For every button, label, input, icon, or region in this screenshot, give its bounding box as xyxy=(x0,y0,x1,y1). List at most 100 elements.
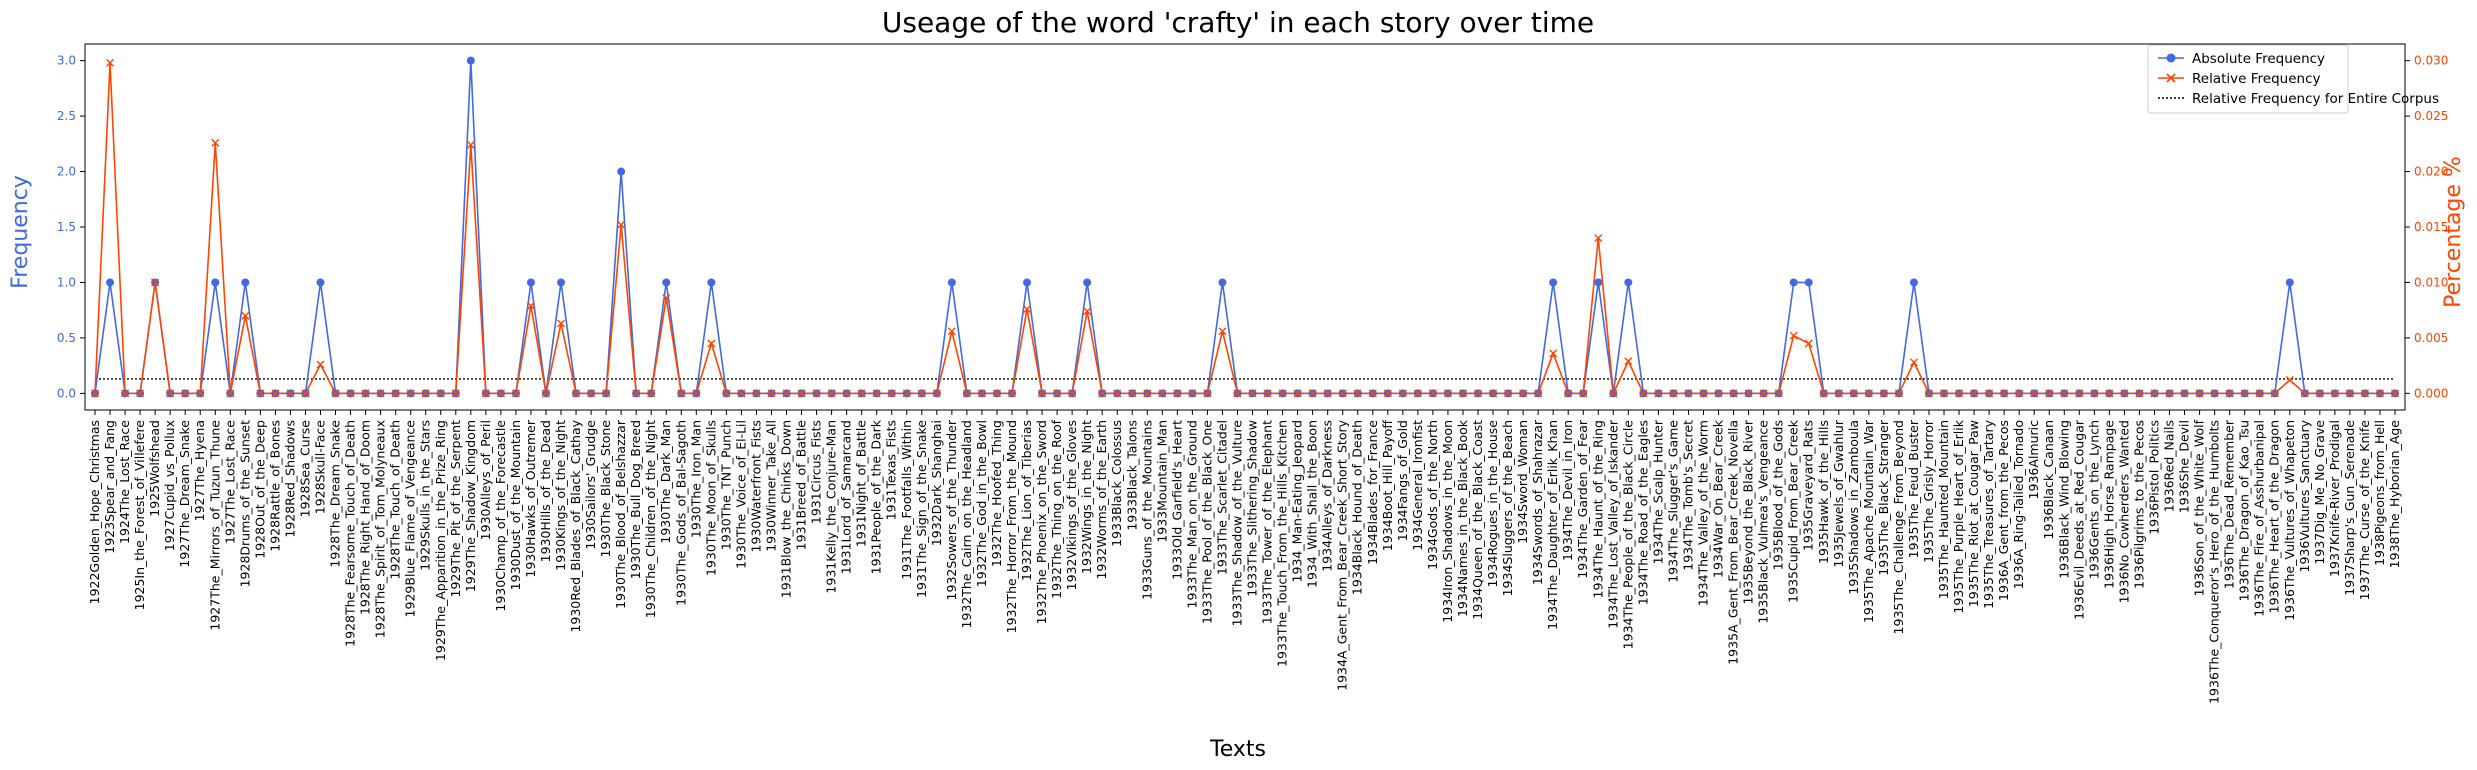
series-relative-point xyxy=(1113,389,1122,398)
plot-area: 0.0 0.5 1.0 1.5 2.0 2.5 3.0 0.000 0.005 0.010 0.01… xyxy=(57,43,2448,704)
series-relative-point xyxy=(1368,389,1377,398)
x-tick-label: 1930The_Gods_of_Bal-Sagoth xyxy=(673,420,688,606)
y-tick-left-label: 0.0 xyxy=(57,386,76,400)
series-absolute-point xyxy=(1023,278,1032,287)
x-tick-label: 1935The_Black_Stranger xyxy=(1876,419,1891,576)
series-relative-point xyxy=(346,389,355,398)
series-relative-point xyxy=(1143,389,1152,398)
x-tick-label: 1932The_Cairn_on_the_Headland xyxy=(959,420,974,629)
x-tick-label: 1935The_Riot_at_Cougar_Paw xyxy=(1966,420,1981,607)
x-tick-label: 1936A_Ring-Tailed_Tornado xyxy=(2011,420,2026,589)
series-relative-point xyxy=(1128,389,1137,398)
x-tick-label: 1935Graveyard_Rats xyxy=(1801,420,1816,551)
series-relative-point xyxy=(1007,389,1016,398)
series-relative-point xyxy=(1970,389,1979,398)
series-absolute-point xyxy=(1804,278,1813,287)
x-tick-label: 1934Names_in_the_Black_Book xyxy=(1455,419,1470,617)
x-tick-label: 1936Pilgrims_to_the_Pecos xyxy=(2131,420,2146,589)
x-tick-label: 1936Black_Canaan xyxy=(2041,420,2056,539)
series-absolute-point xyxy=(1789,278,1798,287)
series-relative-point xyxy=(2315,389,2324,398)
x-tick-label: 1931The_Sign_of_the_Snake xyxy=(914,420,929,598)
series-relative-point xyxy=(406,389,415,398)
x-tick-label: 1929The_Pit_of_the_Serpent xyxy=(448,420,463,598)
series-relative-point xyxy=(2090,389,2099,398)
series-relative-point xyxy=(466,140,475,149)
series-relative-point xyxy=(587,389,596,398)
series-relative-point xyxy=(617,220,626,229)
series-relative-point xyxy=(1924,389,1933,398)
series-relative-point xyxy=(271,389,280,398)
series-relative-point xyxy=(1413,389,1422,398)
x-tick-label: 1935Blood_of_the_Gods xyxy=(1771,420,1786,570)
x-tick-label: 1934Black_Hound_of_Death xyxy=(1350,420,1365,595)
series-relative-point xyxy=(1744,389,1753,398)
series-relative-point xyxy=(1759,389,1768,398)
series-relative-point xyxy=(632,389,641,398)
x-tick-label: 1925In_the_Forest_of_Villefere xyxy=(132,420,147,611)
x-tick-label: 1929The_Apparition_in_the_Prize_Ring xyxy=(433,420,448,661)
series-relative-point xyxy=(1428,389,1437,398)
x-tick-label: 1931People_of_the_Dark xyxy=(869,419,884,574)
series-relative-point xyxy=(376,389,385,398)
x-tick-label: 1928The_Right_Hand_of_Doom xyxy=(358,420,373,615)
x-tick-label: 1930Red_Blades_of_Black_Cathay xyxy=(568,419,583,632)
x-tick-label: 1930Dust_of_the_Mountain xyxy=(508,420,523,590)
legend-relative-label: Relative Frequency xyxy=(2192,71,2320,87)
series-relative-point xyxy=(1654,389,1663,398)
x-tick-label: 1934Gods_of_the_North xyxy=(1425,420,1440,570)
series-relative-point xyxy=(1098,389,1107,398)
series-relative-point xyxy=(121,389,130,398)
series-relative-point xyxy=(557,319,566,328)
series-absolute-point xyxy=(617,167,626,176)
x-tick-label: 1936Evil_Deeds_at_Red_Cougar xyxy=(2071,419,2086,620)
x-tick-label: 1934Fangs_of_Gold xyxy=(1395,420,1410,541)
x-tick-label: 1928Drums_of_the_Sunset xyxy=(237,420,252,587)
x-tick-label: 1933Guns_of_the_Mountains xyxy=(1139,420,1154,600)
series-relative-point xyxy=(602,389,611,398)
series-relative-point xyxy=(1293,389,1302,398)
series-relative-point xyxy=(1594,234,1603,243)
x-tick-label: 1931Blow_the_Chinks_Down xyxy=(779,420,794,598)
series-absolute-line xyxy=(94,60,2395,395)
x-tick-label: 1936The_Fire_of_Asshurbanipal xyxy=(2252,420,2267,617)
x-tick-label: 1935The_Haunted_Mountain xyxy=(1936,420,1951,599)
legend-absolute-label: Absolute Frequency xyxy=(2192,51,2325,67)
x-tick-label: 1937Knife-River_Prodigal xyxy=(2327,420,2342,577)
y-tick-left-label: 0.5 xyxy=(57,331,76,345)
series-relative-point xyxy=(1474,389,1483,398)
x-tick-label: 1925Wolfshead xyxy=(147,420,162,517)
series-relative-point xyxy=(1398,389,1407,398)
series-relative-point xyxy=(1940,389,1949,398)
series-relative-point xyxy=(677,389,686,398)
series-relative-point xyxy=(1639,389,1648,398)
x-tick-label: 1934The_Valley_of_the_Worm xyxy=(1695,420,1710,606)
series-absolute-point xyxy=(2285,278,2294,287)
series-relative-point xyxy=(662,293,671,302)
series-relative-point xyxy=(151,278,160,287)
series-relative-point xyxy=(1218,327,1227,336)
x-tick-label: 1928Rattle_of_Bones xyxy=(267,420,282,552)
series-absolute-point xyxy=(106,278,115,287)
series-relative-point xyxy=(1864,389,1873,398)
series-relative-point xyxy=(1038,389,1047,398)
series-relative-point xyxy=(1458,389,1467,398)
y-tick-right-label: 0.000 xyxy=(2414,386,2448,400)
x-tick-label: 1930Waterfront_Fists xyxy=(748,420,763,552)
x-tick-label: 1928Sea_Curse xyxy=(297,420,312,518)
series-relative-point xyxy=(2360,389,2369,398)
series-relative-point xyxy=(1233,389,1242,398)
series-relative-point xyxy=(1383,389,1392,398)
series-relative-point xyxy=(1714,389,1723,398)
x-tick-label: 1932The_Thing_on_the_Roof xyxy=(1049,419,1064,598)
x-tick-label: 1933Black_Talons xyxy=(1124,420,1139,531)
series-relative-point xyxy=(1879,389,1888,398)
series-relative-point xyxy=(2180,389,2189,398)
x-tick-label: 1936Vultures_Sanctuary xyxy=(2297,419,2312,572)
x-tick-label: 1934The_Slugger's_Game xyxy=(1665,420,1680,583)
x-tick-label: 1933The_Touch_From_the_Hills_Kitchen xyxy=(1275,420,1290,667)
series-relative-point xyxy=(331,389,340,398)
series-relative-point xyxy=(947,327,956,336)
x-tick-label: 1935Jewels_of_Gwahlur xyxy=(1831,419,1846,568)
x-tick-label: 1933The_Man_on_the_Ground xyxy=(1184,420,1199,609)
